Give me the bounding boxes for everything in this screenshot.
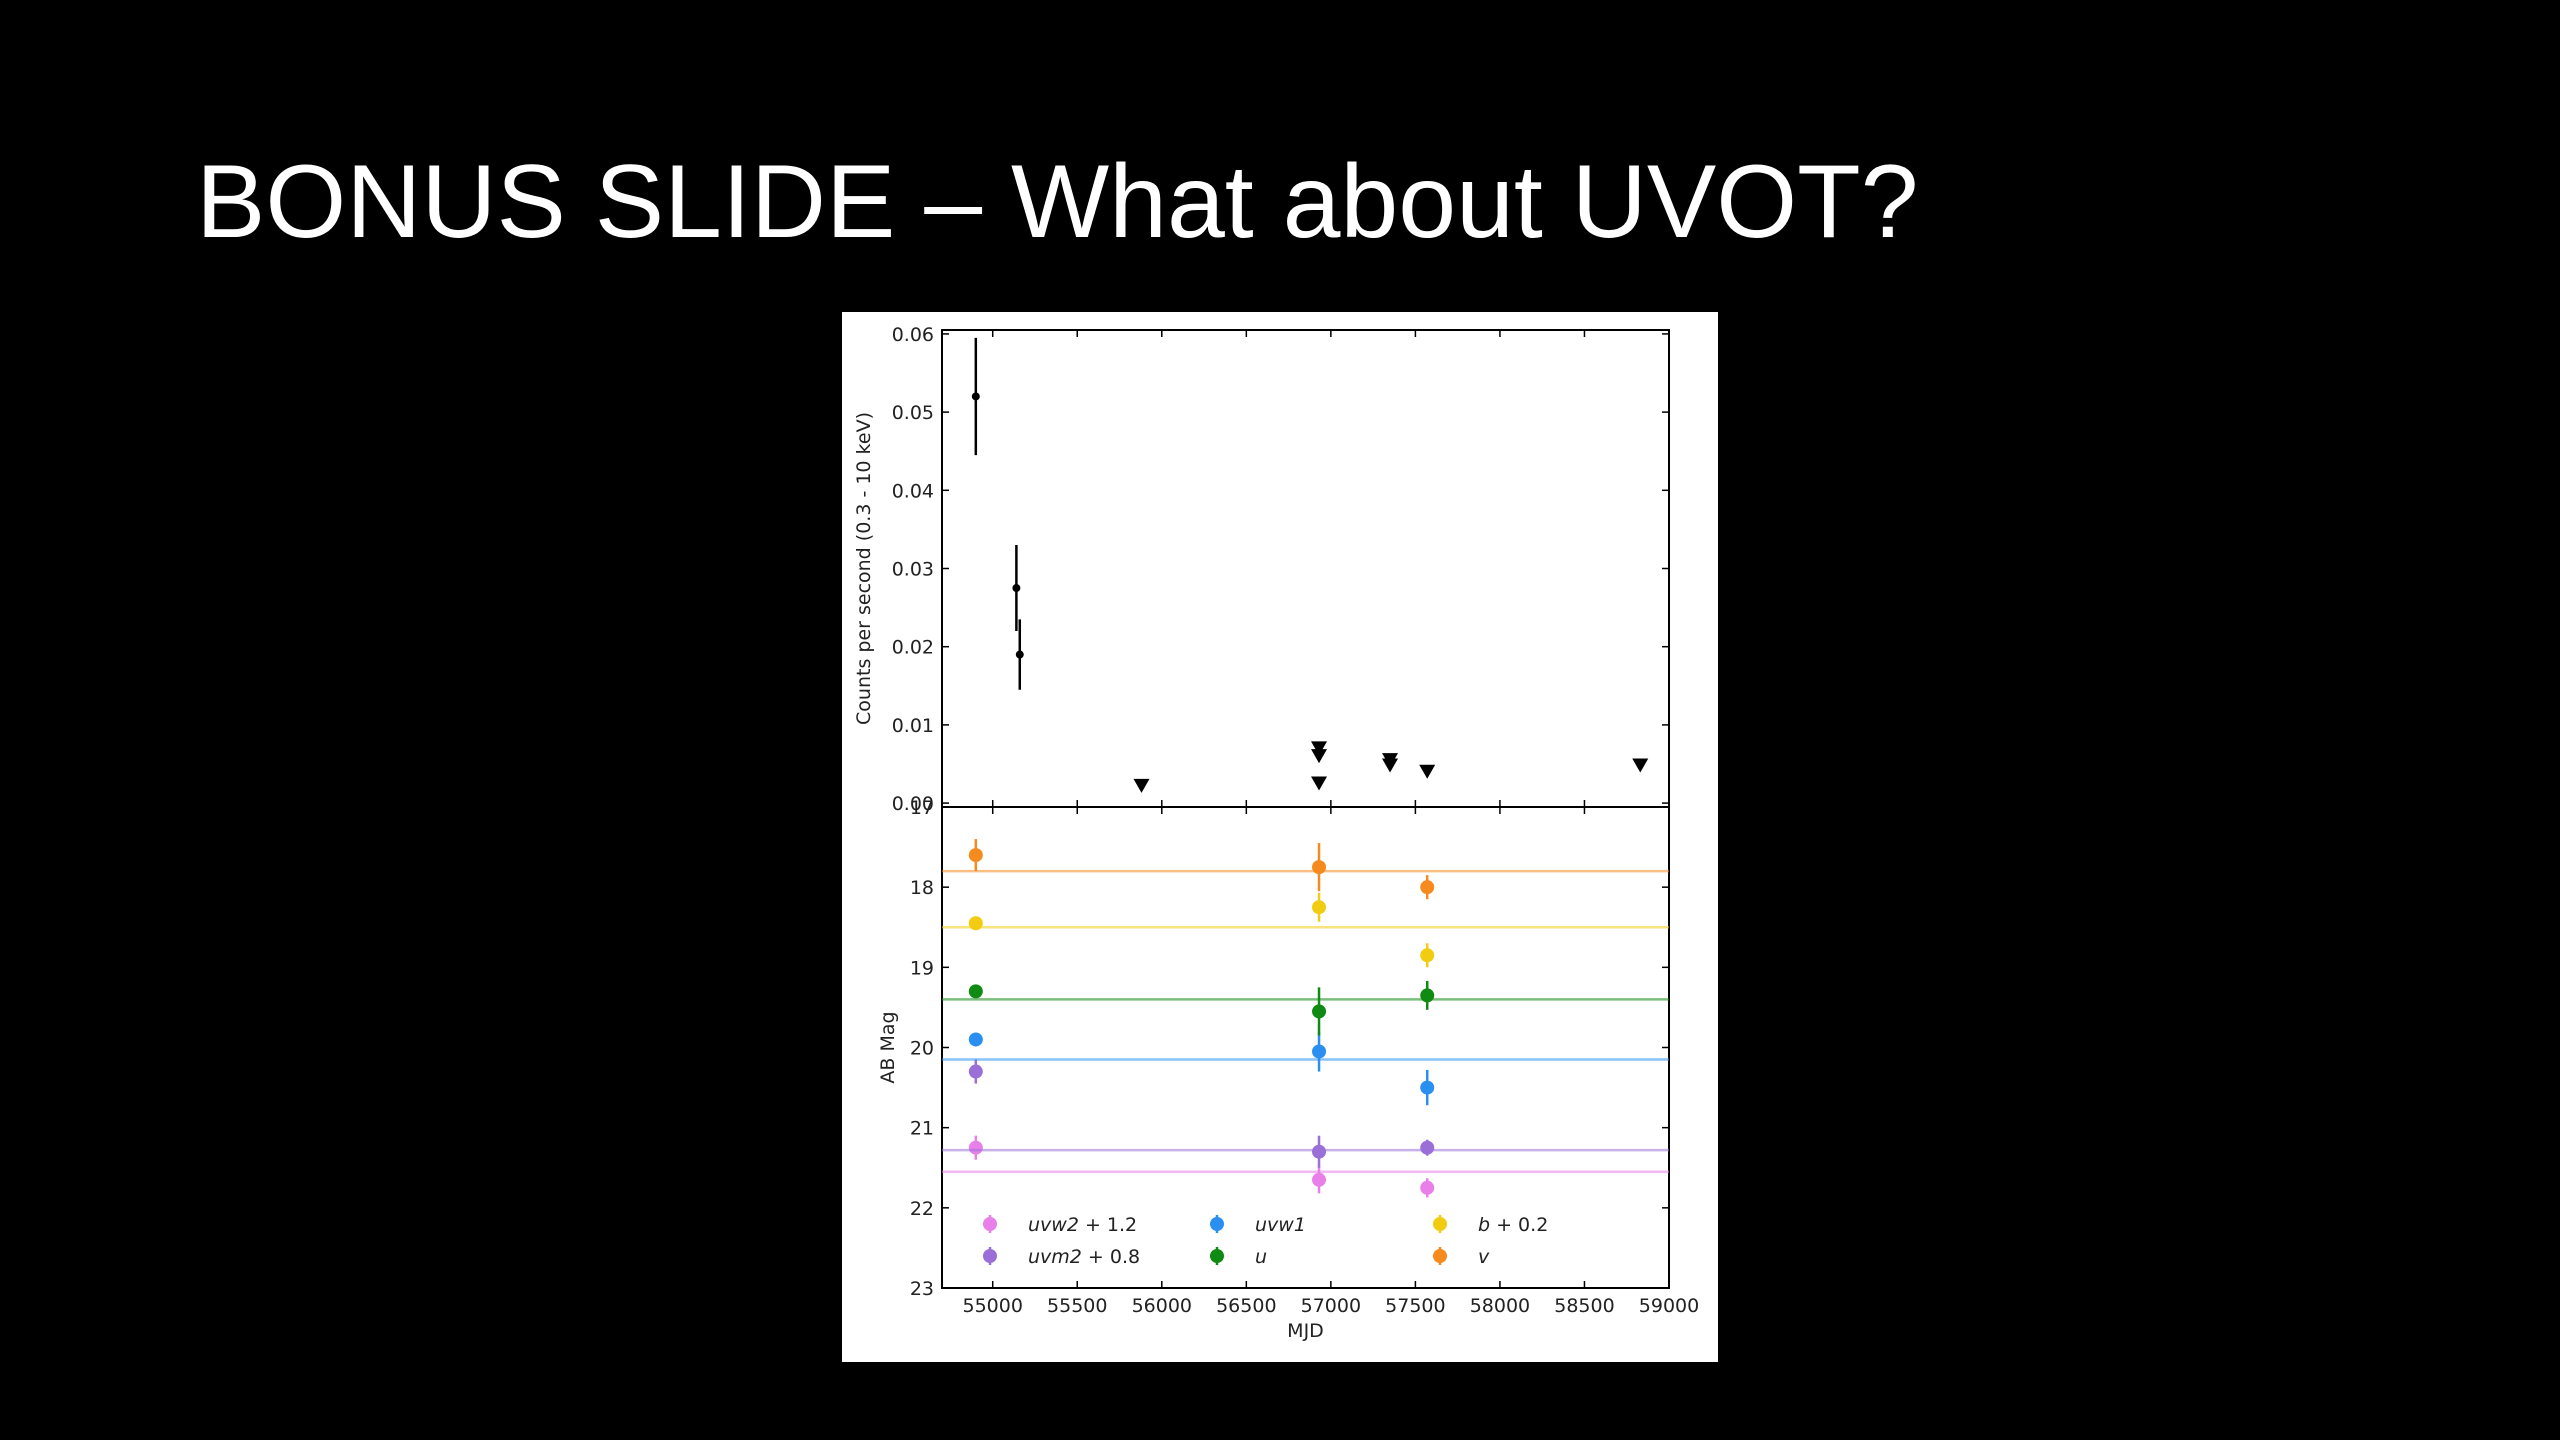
point-uvm2-2 xyxy=(1420,1140,1435,1155)
point-uvw1-2 xyxy=(1420,1080,1435,1095)
xray-upper-limit-6 xyxy=(1419,764,1436,779)
point-uvw1-1 xyxy=(1312,1044,1327,1059)
legend-label-offset: + 0.8 xyxy=(1082,1246,1140,1268)
legend-label-u: u xyxy=(1255,1246,1267,1268)
legend-label-band: uvw2 xyxy=(1028,1214,1079,1236)
top-y-tick-label: 0.03 xyxy=(892,559,934,581)
point-b-2 xyxy=(1420,948,1435,963)
point-uvw2-0 xyxy=(968,1140,983,1155)
top-y-tick-label: 0.01 xyxy=(892,715,934,737)
top-y-axis-label: Counts per second (0.3 - 10 keV) xyxy=(853,412,875,725)
top-panel-frame xyxy=(941,329,1670,808)
point-u-1 xyxy=(1312,1004,1327,1019)
point-v-2 xyxy=(1420,880,1435,895)
legend-label-band: u xyxy=(1255,1246,1267,1268)
x-tick-label: 59000 xyxy=(1639,1295,1699,1317)
legend-label-uvw1: uvw1 xyxy=(1255,1214,1306,1236)
x-tick-label: 56000 xyxy=(1132,1295,1192,1317)
x-tick-label: 56500 xyxy=(1216,1295,1276,1317)
x-tick-label: 55000 xyxy=(962,1295,1022,1317)
point-uvw1-0 xyxy=(968,1032,983,1047)
point-uvw2-1 xyxy=(1312,1172,1327,1187)
point-uvw2-2 xyxy=(1420,1180,1435,1195)
legend-marker-u xyxy=(1210,1249,1224,1263)
x-tick-label: 57500 xyxy=(1385,1295,1445,1317)
point-u-0 xyxy=(968,984,983,999)
legend-marker-v xyxy=(1433,1249,1447,1263)
legend-label-uvm2: uvm2 + 0.8 xyxy=(1028,1246,1140,1268)
chart-svg: 55000 55500 56000 56500 57000 57500 58000 58500… xyxy=(853,324,1699,1342)
point-b-1 xyxy=(1312,900,1327,915)
bottom-y-tick-label: 20 xyxy=(910,1038,934,1060)
x-tick-label: 55500 xyxy=(1047,1295,1107,1317)
slide-title: BONUS SLIDE – What about UVOT? xyxy=(196,144,1919,260)
bottom-y-tick-label: 22 xyxy=(910,1198,934,1220)
point-uvm2-1 xyxy=(1312,1144,1327,1159)
bottom-y-axis-label: AB Mag xyxy=(877,1011,899,1083)
point-u-2 xyxy=(1420,988,1435,1003)
point-uvm2-0 xyxy=(968,1064,983,1079)
x-tick-label: 58500 xyxy=(1554,1295,1614,1317)
legend-label-b: b + 0.2 xyxy=(1478,1214,1548,1236)
legend-label-uvw2: uvw2 + 1.2 xyxy=(1028,1214,1137,1236)
bottom-y-tick-label: 23 xyxy=(910,1278,934,1300)
legend-label-offset: + 1.2 xyxy=(1079,1214,1137,1236)
top-y-tick-label: 0.00 xyxy=(892,793,934,815)
bottom-y-tick-label: 17 xyxy=(910,797,934,819)
x-axis-label: MJD xyxy=(1287,1320,1324,1342)
point-b-0 xyxy=(968,916,983,931)
bottom-y-tick-label: 21 xyxy=(910,1118,934,1140)
xray-upper-limit-5 xyxy=(1382,758,1399,773)
legend-label-band: uvm2 xyxy=(1028,1246,1082,1268)
legend-marker-uvw1 xyxy=(1210,1217,1224,1231)
xray-upper-limit-3 xyxy=(1311,776,1328,791)
xray-upper-limit-1 xyxy=(1311,741,1328,756)
xray-upper-limit-2 xyxy=(1311,749,1328,764)
legend-marker-uvw2 xyxy=(983,1217,997,1231)
xray-upper-limit-7 xyxy=(1632,758,1649,773)
top-y-tick-label: 0.06 xyxy=(892,324,934,346)
legend-label-band: uvw1 xyxy=(1255,1214,1306,1236)
legend-label-offset: + 0.2 xyxy=(1490,1214,1548,1236)
legend-label-band: b xyxy=(1478,1214,1490,1236)
x-tick-label: 57000 xyxy=(1301,1295,1361,1317)
xray-detection-point-2 xyxy=(1015,650,1024,659)
point-v-1 xyxy=(1312,860,1327,875)
bottom-y-tick-label: 18 xyxy=(910,877,934,899)
top-y-tick-label: 0.05 xyxy=(892,402,934,424)
legend-label-band: v xyxy=(1478,1246,1490,1268)
legend-marker-uvm2 xyxy=(983,1249,997,1263)
xray-upper-limit-0 xyxy=(1133,778,1150,793)
legend-marker-b xyxy=(1433,1217,1447,1231)
xray-detection-point-0 xyxy=(971,392,980,401)
top-y-tick-label: 0.04 xyxy=(892,480,934,502)
point-v-0 xyxy=(968,848,983,863)
bottom-y-tick-label: 19 xyxy=(910,957,934,979)
legend-label-v: v xyxy=(1478,1246,1490,1268)
chart-figure: 55000 55500 56000 56500 57000 57500 58000 58500… xyxy=(842,312,1718,1362)
top-y-tick-label: 0.02 xyxy=(892,637,934,659)
xray-detection-point-1 xyxy=(1012,584,1021,593)
x-tick-label: 58000 xyxy=(1470,1295,1530,1317)
